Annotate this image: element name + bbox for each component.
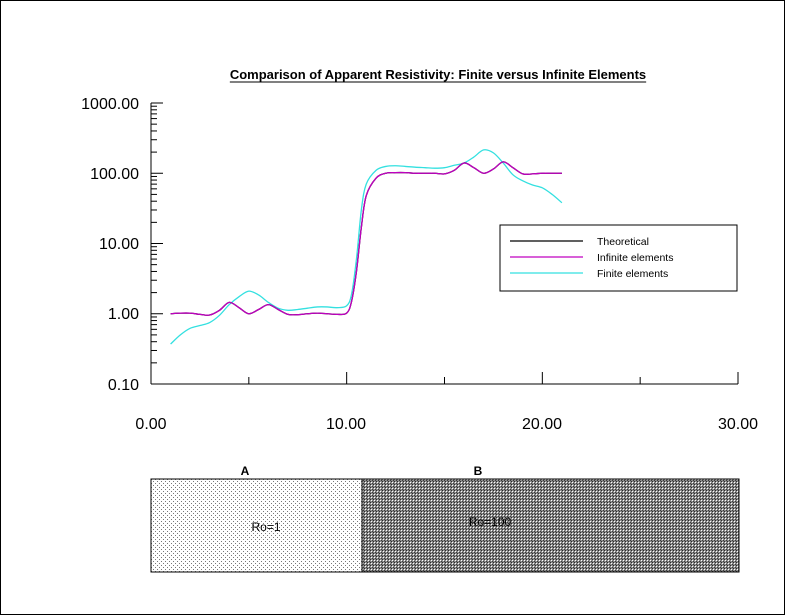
region-a-letter: A: [241, 464, 250, 478]
region-b-label: Ro=100: [469, 515, 512, 529]
y-tick-label: 1000.00: [81, 96, 139, 113]
legend-label-infinite: Infinite elements: [597, 252, 673, 264]
chart-title: Comparison of Apparent Resistivity: Fini…: [230, 67, 646, 82]
region-b-letter: B: [474, 464, 483, 478]
x-tick-labels: 0.00 10.00 20.00 30.00: [135, 416, 758, 433]
x-tick-label: 20.00: [522, 416, 562, 433]
x-tick-label: 30.00: [718, 416, 758, 433]
x-tick-label: 0.00: [135, 416, 166, 433]
legend-label-theoretical: Theoretical: [597, 236, 649, 248]
y-tick-label: 1.00: [108, 306, 139, 323]
y-tick-label: 0.10: [108, 377, 139, 394]
legend: Theoretical Infinite elements Finite ele…: [500, 225, 737, 291]
y-minor-ticks: [151, 106, 157, 363]
model-section: A B Ro=1 Ro=100: [151, 464, 739, 572]
x-tick-label: 10.00: [326, 416, 366, 433]
y-tick-labels: 1000.00 100.00 10.00 1.00 0.10: [81, 96, 139, 394]
x-ticks: [151, 372, 738, 384]
y-tick-label: 100.00: [90, 166, 139, 183]
y-tick-label: 10.00: [99, 236, 139, 253]
region-b-block: [362, 479, 739, 572]
region-a-label: Ro=1: [251, 520, 280, 534]
legend-label-finite: Finite elements: [597, 268, 668, 280]
